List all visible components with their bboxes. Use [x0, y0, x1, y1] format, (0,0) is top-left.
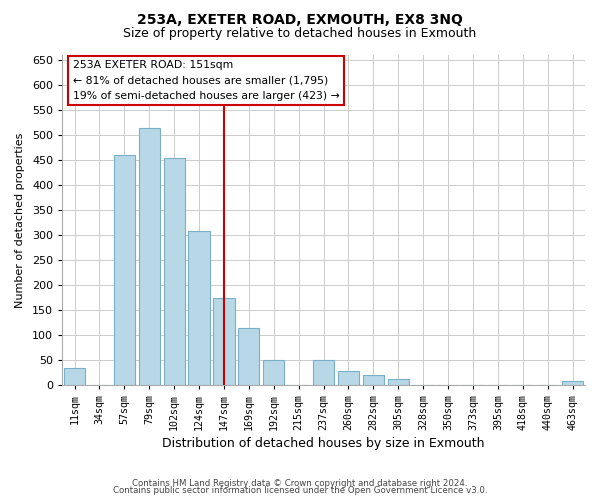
- Y-axis label: Number of detached properties: Number of detached properties: [15, 132, 25, 308]
- Bar: [338, 370, 359, 385]
- Text: Contains public sector information licensed under the Open Government Licence v3: Contains public sector information licen…: [113, 486, 487, 495]
- Bar: [114, 155, 135, 385]
- Bar: [313, 360, 334, 385]
- Text: 253A EXETER ROAD: 151sqm
← 81% of detached houses are smaller (1,795)
19% of sem: 253A EXETER ROAD: 151sqm ← 81% of detach…: [73, 60, 340, 101]
- Bar: [363, 375, 384, 385]
- Bar: [388, 378, 409, 385]
- X-axis label: Distribution of detached houses by size in Exmouth: Distribution of detached houses by size …: [162, 437, 485, 450]
- Bar: [64, 368, 85, 385]
- Bar: [562, 381, 583, 385]
- Bar: [263, 360, 284, 385]
- Bar: [188, 231, 209, 385]
- Text: Size of property relative to detached houses in Exmouth: Size of property relative to detached ho…: [124, 28, 476, 40]
- Bar: [214, 298, 235, 385]
- Text: Contains HM Land Registry data © Crown copyright and database right 2024.: Contains HM Land Registry data © Crown c…: [132, 478, 468, 488]
- Text: 253A, EXETER ROAD, EXMOUTH, EX8 3NQ: 253A, EXETER ROAD, EXMOUTH, EX8 3NQ: [137, 12, 463, 26]
- Bar: [139, 128, 160, 385]
- Bar: [164, 158, 185, 385]
- Bar: [238, 328, 259, 385]
